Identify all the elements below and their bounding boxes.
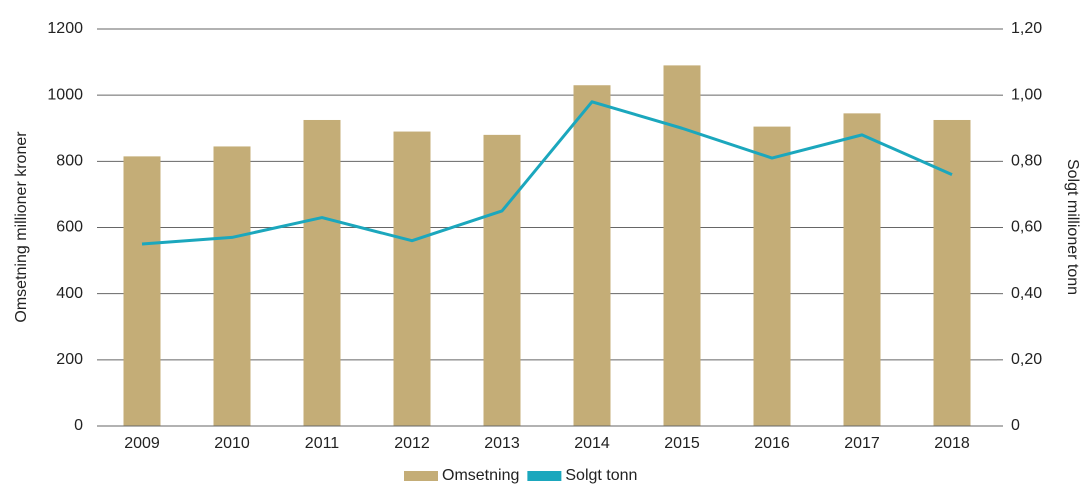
x-tick-label: 2009 [124,435,160,452]
bar [213,146,251,426]
legend-swatch [527,471,562,481]
y-tick-label: 600 [56,219,83,236]
x-tick-label: 2011 [305,435,340,452]
legend-swatch [404,471,438,481]
y-tick-label: 1200 [47,20,83,37]
bar [123,156,161,426]
x-tick-label: 2012 [394,435,430,452]
x-tick-label: 2018 [934,435,970,452]
y-tick-label: 800 [56,153,83,170]
x-tick-label: 2017 [844,435,880,452]
y-tick-label: 1000 [47,86,83,103]
y2-axis-label: Solgt millioner tonn [1064,159,1081,295]
y-tick-label: 0 [74,417,83,434]
x-tick-label: 2010 [214,435,250,452]
y-tick-label: 200 [56,351,83,368]
x-tick-label: 2015 [664,435,700,452]
line [141,100,953,246]
y-axis-label: Omsetning millioner kroner [13,131,30,323]
x-tick-label: 2014 [574,435,610,452]
y2-tick-label: 0,60 [1011,219,1042,236]
y2-tick-label: 1,20 [1011,20,1042,37]
bar [483,134,521,426]
legend-label: Solgt tonn [565,467,637,484]
bar [663,65,701,427]
y2-tick-label: 0,40 [1011,285,1042,302]
bar [753,126,791,427]
bar [843,113,881,427]
legend-label: Omsetning [442,467,519,484]
y2-tick-label: 0,80 [1011,153,1042,170]
x-tick-label: 2013 [484,435,520,452]
y2-tick-label: 0 [1011,417,1020,434]
y-tick-label: 400 [56,285,83,302]
x-tick-label: 2016 [754,435,790,452]
y2-tick-label: 1,00 [1011,86,1042,103]
y2-tick-label: 0,20 [1011,351,1042,368]
bar [933,119,971,427]
bar [393,131,431,426]
bar [573,85,611,426]
bar [303,119,341,427]
